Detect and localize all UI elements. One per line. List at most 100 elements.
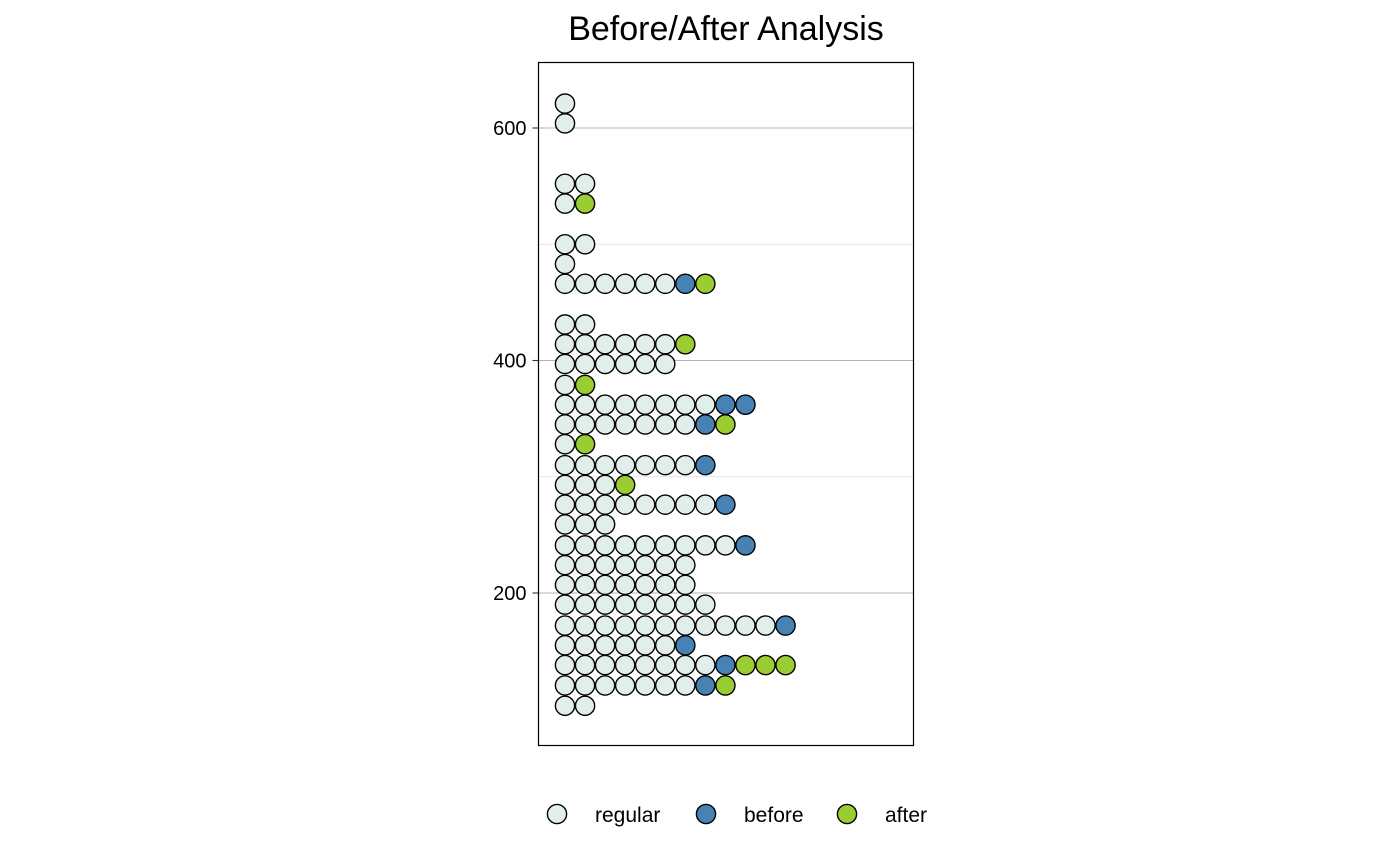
dot-regular	[675, 454, 696, 476]
dot-regular	[554, 374, 576, 396]
dot-regular	[634, 635, 656, 656]
dot-after	[574, 374, 596, 396]
dot-regular	[634, 273, 656, 295]
dot-regular	[634, 675, 656, 696]
dot-regular	[594, 514, 616, 535]
plot-panel-border	[537, 61, 915, 747]
dot-regular	[554, 253, 576, 275]
chart-title: Before/After Analysis	[568, 10, 884, 48]
dot-regular	[574, 333, 596, 355]
dot-before	[775, 615, 796, 636]
dot-regular	[695, 394, 716, 415]
dot-regular	[654, 353, 676, 375]
dot-regular	[594, 654, 616, 676]
dot-regular	[634, 353, 656, 375]
dot-regular	[654, 454, 676, 476]
dot-regular	[675, 554, 696, 576]
dot-regular	[594, 454, 616, 476]
dot-regular	[574, 454, 596, 476]
y-tick-label: 600	[493, 118, 526, 140]
dot-before	[695, 454, 716, 476]
dot-regular	[715, 615, 736, 636]
dot-regular	[614, 353, 636, 375]
dot-regular	[614, 675, 636, 696]
dot-regular	[634, 333, 656, 355]
dot-regular	[654, 494, 676, 515]
dot-regular	[634, 615, 656, 636]
dot-after	[574, 433, 596, 455]
dot-regular	[654, 333, 676, 355]
dot-regular	[614, 635, 636, 656]
dot-before	[675, 635, 696, 656]
dot-regular	[554, 535, 576, 556]
dot-after	[735, 654, 756, 676]
dot-regular	[634, 414, 656, 435]
dot-regular	[634, 594, 656, 615]
dot-regular	[695, 654, 716, 676]
dot-regular	[654, 675, 676, 696]
dot-regular	[634, 394, 656, 415]
dot-regular	[594, 494, 616, 515]
dot-regular	[574, 554, 596, 576]
dot-after	[755, 654, 776, 676]
dot-regular	[675, 675, 696, 696]
dot-regular	[574, 394, 596, 415]
dot-after	[715, 675, 736, 696]
dot-regular	[574, 353, 596, 375]
dot-regular	[554, 433, 576, 455]
dot-before	[715, 394, 736, 415]
legend-key-before	[695, 803, 717, 825]
dot-regular	[634, 654, 656, 676]
dot-regular	[594, 574, 616, 596]
dot-regular	[594, 675, 616, 696]
dot-regular	[654, 654, 676, 676]
dot-regular	[574, 594, 596, 615]
dot-regular	[614, 494, 636, 515]
dot-regular	[554, 514, 576, 535]
dot-regular	[594, 635, 616, 656]
dot-regular	[574, 535, 596, 556]
legend-label-after: after	[885, 804, 927, 827]
dot-regular	[554, 474, 576, 496]
dot-regular	[695, 615, 716, 636]
dot-regular	[614, 554, 636, 576]
dot-regular	[554, 675, 576, 696]
data-points	[554, 93, 796, 717]
dot-regular	[614, 574, 636, 596]
dot-before	[715, 654, 736, 676]
dot-regular	[574, 635, 596, 656]
dot-regular	[554, 193, 576, 214]
y-axis: 200 400 600	[493, 118, 539, 605]
y-tick-label: 200	[493, 583, 526, 605]
dot-regular	[675, 574, 696, 596]
legend-label-before: before	[744, 804, 804, 827]
dot-regular	[574, 514, 596, 535]
dot-regular	[634, 554, 656, 576]
dot-regular	[554, 695, 576, 717]
dot-regular	[594, 535, 616, 556]
dot-regular	[574, 314, 596, 335]
dot-after	[675, 333, 696, 355]
dot-regular	[675, 615, 696, 636]
dot-regular	[735, 615, 756, 636]
dot-before	[695, 414, 716, 435]
dot-regular	[614, 414, 636, 435]
dot-regular	[614, 273, 636, 295]
dot-regular	[614, 594, 636, 615]
dot-regular	[614, 333, 636, 355]
dot-regular	[695, 494, 716, 515]
dot-regular	[654, 414, 676, 435]
dot-regular	[554, 635, 576, 656]
dot-regular	[614, 454, 636, 476]
dot-regular	[574, 233, 596, 255]
dot-regular	[614, 615, 636, 636]
dot-regular	[554, 173, 576, 195]
dot-after	[614, 474, 636, 496]
dot-regular	[554, 654, 576, 676]
dot-regular	[574, 574, 596, 596]
dot-regular	[654, 554, 676, 576]
dot-regular	[654, 273, 676, 295]
dot-regular	[554, 233, 576, 255]
dot-regular	[675, 414, 696, 435]
dot-regular	[594, 394, 616, 415]
